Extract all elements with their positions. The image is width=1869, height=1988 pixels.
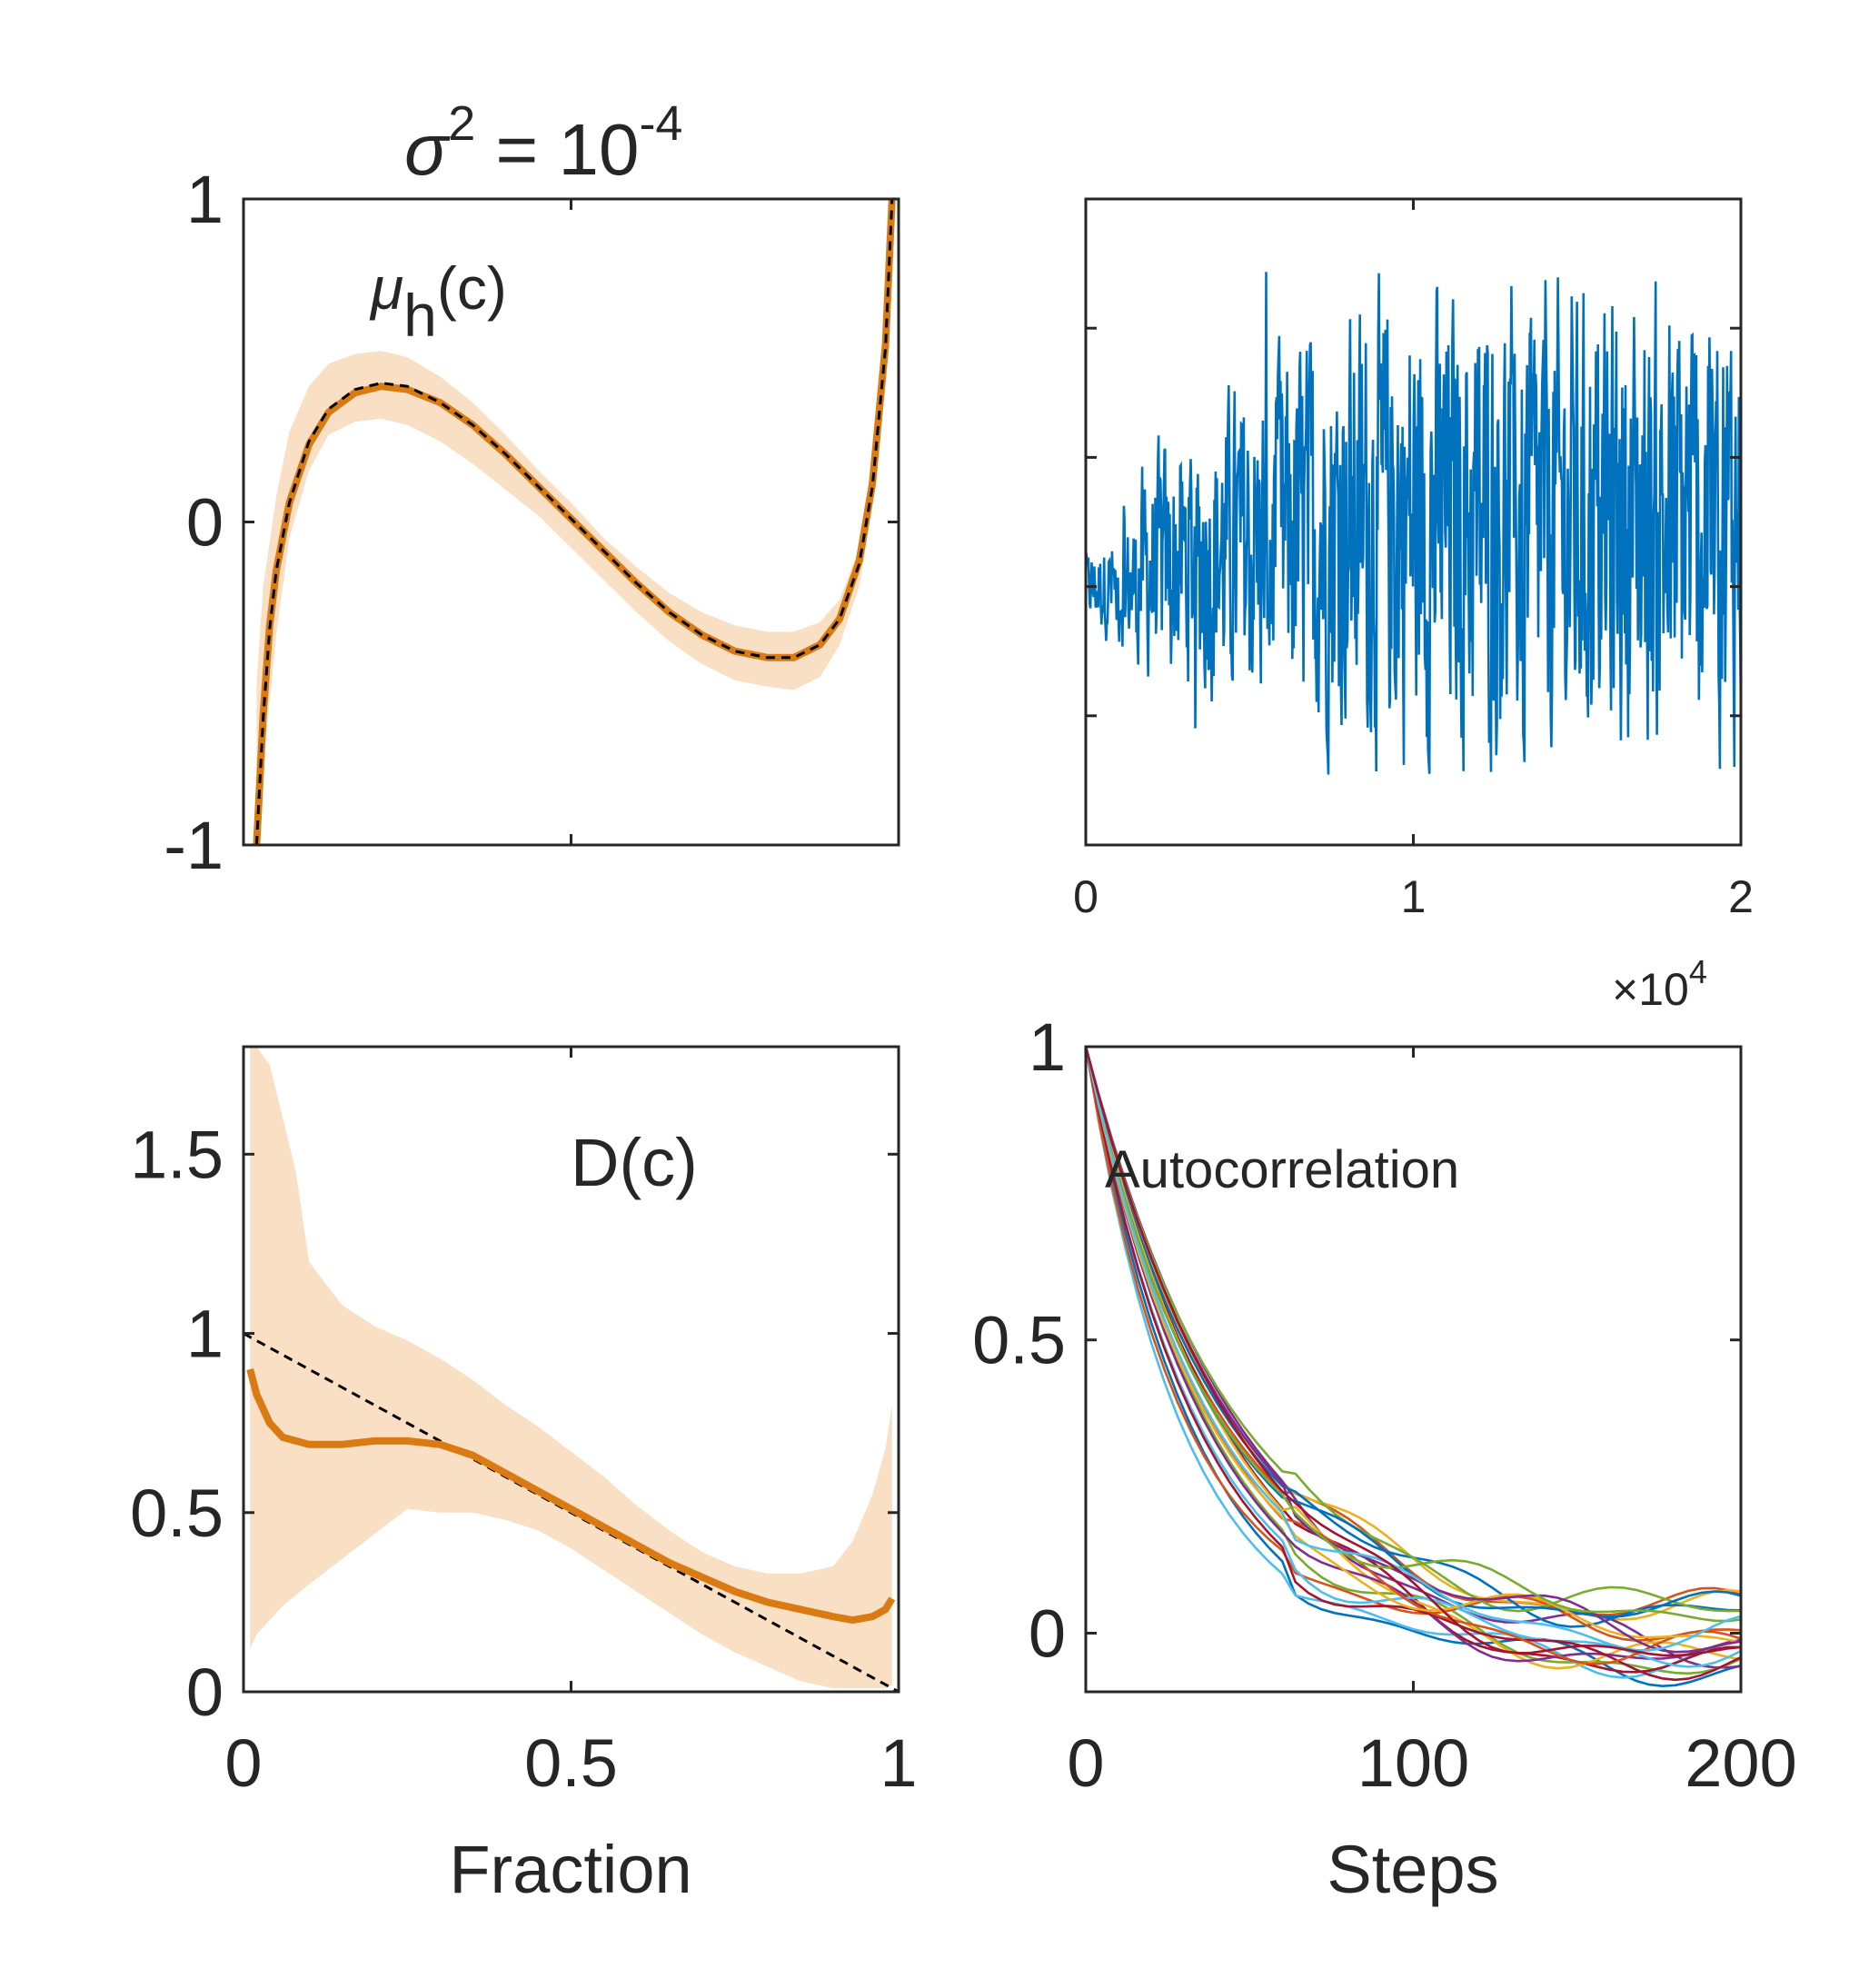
drift-annotation: μh(c) bbox=[369, 254, 507, 349]
autocorr-series-line bbox=[1086, 1047, 1741, 1663]
x-tick-label: 1 bbox=[880, 1725, 917, 1801]
autocorr-series-line bbox=[1086, 1047, 1741, 1675]
y-tick-label: 1.5 bbox=[130, 1117, 224, 1192]
diffusion-estimate-line bbox=[246, 1367, 896, 1625]
x-tick-label: 200 bbox=[1685, 1725, 1796, 1801]
y-tick-label: 0 bbox=[186, 1655, 224, 1730]
autocorr-series-line bbox=[1086, 1047, 1741, 1616]
drift-annotation-base: μ bbox=[369, 254, 403, 322]
diffusion-plot-area bbox=[244, 1047, 899, 1692]
trace-x-multiplier: ×104 bbox=[1612, 953, 1707, 1015]
autocorr-series-line bbox=[1086, 1047, 1741, 1688]
autocorr-plot-area bbox=[1086, 1047, 1741, 1688]
x-tick-label: 100 bbox=[1357, 1725, 1469, 1801]
trace-panel: 0 1 2 ×104 bbox=[1073, 197, 1754, 1015]
y-tick-label: 1 bbox=[186, 162, 224, 237]
drift-annotation-rest: (c) bbox=[437, 254, 507, 322]
autocorr-panel: 0 100 200 0 0.5 1 Autocorrelation Steps bbox=[972, 1009, 1797, 1907]
autocorr-series-line bbox=[1086, 1047, 1741, 1642]
autocorr-lines bbox=[1086, 1047, 1741, 1688]
diffusion-xlabel: Fraction bbox=[449, 1832, 691, 1907]
autocorr-series-line bbox=[1086, 1047, 1741, 1652]
title-pow: -4 bbox=[639, 96, 682, 151]
drift-ticks: 1 0 -1 bbox=[164, 162, 900, 883]
autocorr-series-line bbox=[1086, 1047, 1741, 1668]
drift-true-line bbox=[254, 199, 894, 845]
title-rest: = 10 bbox=[475, 109, 639, 190]
trace-x-multiplier-base: ×10 bbox=[1612, 964, 1689, 1015]
autocorr-series-line bbox=[1086, 1047, 1741, 1679]
autocorr-series-line bbox=[1086, 1047, 1741, 1613]
trace-x-multiplier-exp: 4 bbox=[1689, 953, 1707, 990]
diffusion-annotation: D(c) bbox=[571, 1125, 698, 1200]
drift-panel: 1 0 -1 μh(c) bbox=[164, 162, 900, 883]
diffusion-confidence-band bbox=[250, 1047, 892, 1689]
autocorr-series-line bbox=[1086, 1047, 1741, 1623]
x-tick-label: 0 bbox=[224, 1725, 262, 1801]
trace-plot-area bbox=[1086, 272, 1741, 775]
y-tick-label: -1 bbox=[164, 808, 224, 883]
y-tick-label: 0 bbox=[186, 485, 224, 561]
title-exp: 2 bbox=[448, 96, 475, 151]
autocorr-series-line bbox=[1086, 1047, 1741, 1644]
x-tick-label: 0 bbox=[1073, 871, 1099, 922]
autocorr-xlabel: Steps bbox=[1327, 1832, 1498, 1907]
x-tick-label: 0.5 bbox=[524, 1725, 618, 1801]
autocorr-series-line bbox=[1086, 1047, 1741, 1657]
y-tick-label: 0 bbox=[1029, 1595, 1066, 1671]
y-tick-label: 0.5 bbox=[972, 1303, 1066, 1378]
drift-plot-area bbox=[253, 199, 896, 845]
y-tick-label: 1 bbox=[186, 1297, 224, 1372]
drift-annotation-sub: h bbox=[403, 282, 437, 349]
x-tick-label: 0 bbox=[1067, 1725, 1104, 1801]
figure-title: σ2 = 10-4 bbox=[404, 96, 682, 190]
trace-line bbox=[1086, 272, 1741, 775]
trace-ticks: 0 1 2 bbox=[1073, 199, 1754, 922]
x-tick-label: 2 bbox=[1728, 871, 1754, 922]
autocorr-ticks: 0 100 200 0 0.5 1 bbox=[972, 1009, 1797, 1801]
y-tick-label: 0.5 bbox=[130, 1476, 224, 1551]
x-tick-label: 1 bbox=[1401, 871, 1427, 922]
y-tick-label: 1 bbox=[1029, 1009, 1066, 1085]
diffusion-panel: 0 0.5 1 0 0.5 1 1.5 D(c) Fraction bbox=[130, 1045, 918, 1907]
diffusion-ticks: 0 0.5 1 0 0.5 1 1.5 bbox=[130, 1047, 918, 1801]
title-base: σ bbox=[404, 109, 451, 190]
autocorr-annotation: Autocorrelation bbox=[1105, 1140, 1459, 1199]
